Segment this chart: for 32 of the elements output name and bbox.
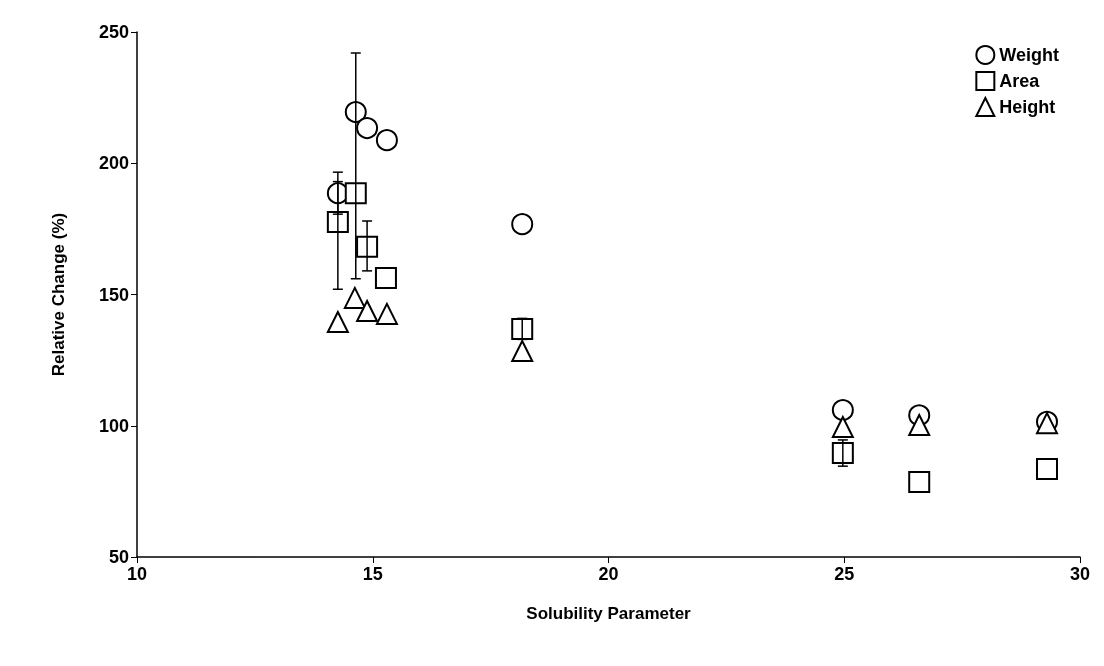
- legend-label: Area: [999, 71, 1041, 91]
- point: [908, 413, 931, 436]
- point: [375, 129, 398, 152]
- x-tick-label: 25: [834, 564, 855, 584]
- y-tick-label: 200: [98, 153, 129, 174]
- y-axis-title: Relative Change (%): [49, 212, 68, 377]
- x-tick-label: 10: [126, 564, 148, 584]
- point: [326, 311, 349, 334]
- point: [343, 286, 366, 309]
- point: [356, 300, 379, 323]
- point: [908, 470, 931, 493]
- point: [511, 339, 534, 362]
- legend-label: Weight: [999, 45, 1060, 65]
- point: [511, 317, 534, 340]
- x-axis-title: Solubility Parameter: [526, 604, 692, 623]
- point: [375, 302, 398, 325]
- x-tick-label: 15: [362, 564, 383, 584]
- point: [356, 117, 379, 140]
- y-tick-label: 100: [98, 415, 129, 436]
- point: [831, 416, 854, 439]
- point: [831, 399, 854, 421]
- x-tick-label: 20: [598, 564, 619, 584]
- y-tick-label: 50: [108, 547, 129, 567]
- point: [1035, 458, 1058, 481]
- x-tick-label: 30: [1069, 564, 1091, 584]
- point: [374, 266, 397, 289]
- point: [511, 213, 534, 236]
- y-tick-label: 250: [98, 22, 129, 42]
- point: [831, 442, 854, 465]
- y-tick-label: 150: [98, 284, 129, 305]
- point: [344, 182, 367, 205]
- legend-label: Height: [999, 97, 1056, 117]
